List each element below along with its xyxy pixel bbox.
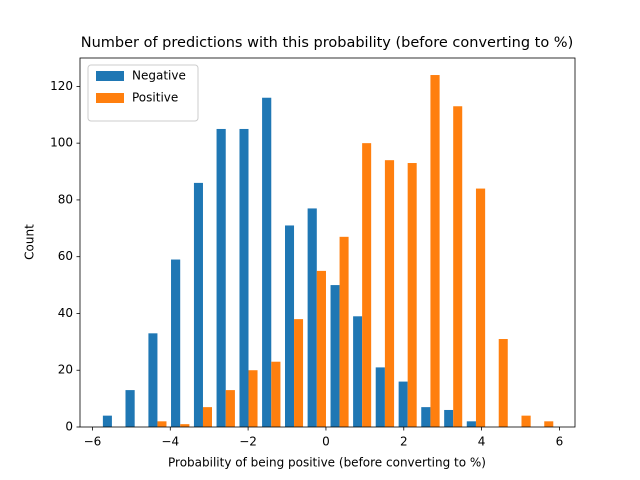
bar bbox=[125, 390, 135, 427]
y-tick-label: 80 bbox=[58, 192, 73, 206]
x-axis-label: Probability of being positive (before co… bbox=[168, 456, 486, 470]
x-tick-label: 0 bbox=[322, 435, 330, 449]
bar bbox=[316, 270, 326, 427]
bar bbox=[498, 339, 508, 427]
bar bbox=[521, 415, 531, 427]
bar bbox=[475, 188, 486, 427]
x-tick-label: −6 bbox=[84, 435, 102, 449]
bar bbox=[307, 208, 317, 427]
bar bbox=[353, 316, 363, 427]
bar bbox=[271, 361, 281, 427]
bar bbox=[339, 236, 349, 427]
bar bbox=[148, 333, 158, 427]
bar bbox=[466, 421, 476, 427]
y-tick-label: 120 bbox=[50, 79, 73, 93]
y-tick-label: 20 bbox=[58, 363, 73, 377]
chart-title: Number of predictions with this probabil… bbox=[81, 35, 574, 51]
legend-swatch bbox=[96, 71, 124, 81]
bar bbox=[362, 143, 372, 427]
bar bbox=[544, 421, 554, 427]
bar bbox=[225, 390, 235, 427]
bar bbox=[216, 128, 226, 427]
bar bbox=[239, 128, 249, 427]
bar bbox=[193, 182, 203, 427]
bar bbox=[180, 424, 190, 427]
bar bbox=[157, 421, 167, 427]
x-tick-label: 4 bbox=[478, 435, 486, 449]
x-tick-label: −2 bbox=[239, 435, 257, 449]
bar bbox=[407, 163, 417, 427]
y-tick-label: 60 bbox=[58, 249, 73, 263]
bar bbox=[453, 106, 463, 427]
y-tick-label: 0 bbox=[65, 420, 73, 434]
plot-frame bbox=[79, 57, 576, 428]
x-tick-label: −4 bbox=[161, 435, 179, 449]
y-tick-label: 100 bbox=[50, 136, 73, 150]
x-tick-label: 2 bbox=[400, 435, 408, 449]
bar bbox=[444, 409, 454, 427]
y-tick-label: 40 bbox=[58, 306, 73, 320]
bar bbox=[262, 97, 272, 427]
bar bbox=[171, 259, 181, 427]
bar bbox=[421, 407, 431, 427]
y-axis-label: Count bbox=[23, 224, 37, 260]
bar bbox=[294, 319, 304, 427]
bar bbox=[102, 415, 112, 427]
bar bbox=[248, 370, 258, 427]
bar bbox=[330, 285, 340, 427]
bar bbox=[384, 160, 395, 427]
legend-swatch bbox=[96, 93, 124, 103]
x-tick-label: 6 bbox=[556, 435, 564, 449]
legend-label: Negative bbox=[132, 69, 186, 83]
bar bbox=[285, 225, 295, 427]
bar bbox=[430, 75, 440, 428]
bar bbox=[398, 381, 408, 427]
bar bbox=[202, 407, 212, 427]
legend-label: Positive bbox=[132, 91, 178, 105]
bar bbox=[375, 367, 385, 427]
